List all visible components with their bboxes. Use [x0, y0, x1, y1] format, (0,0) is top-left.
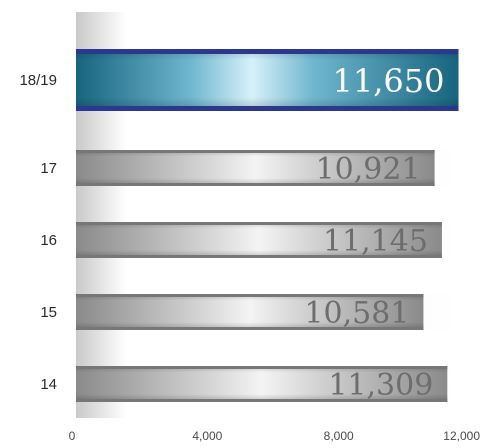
bar-bottom-edge	[76, 106, 459, 111]
bar-shade	[76, 366, 448, 402]
category-label: 15	[40, 304, 57, 321]
category-label: 18/19	[19, 72, 57, 89]
category-label: 14	[40, 376, 57, 393]
bar-shade	[76, 294, 424, 330]
value-labels: 11,650 10,921 11,145 10,581 11,309	[304, 62, 444, 403]
bar-backgrounds	[76, 150, 470, 402]
bar-top-edge	[76, 49, 459, 54]
bar-bottom-edge	[76, 255, 442, 258]
x-tick-label: 12,000	[443, 429, 480, 443]
x-tick-label: 0	[69, 429, 76, 443]
bar-bottom-edge	[76, 183, 435, 186]
bar-shade	[76, 222, 442, 258]
value-label: 11,650	[333, 62, 445, 100]
bar-top-edge	[76, 222, 442, 225]
x-tick-labels: 0 4,000 8,000 12,000	[69, 429, 481, 443]
bars	[76, 49, 459, 402]
value-label: 10,581	[304, 296, 409, 331]
value-label: 11,309	[328, 368, 433, 403]
category-labels: 18/19 17 16 15 14	[19, 72, 57, 393]
x-tick-label: 4,000	[192, 429, 222, 443]
value-label: 11,145	[323, 224, 428, 259]
value-label: 10,921	[316, 152, 421, 187]
category-label: 16	[40, 232, 57, 249]
bar-shade	[76, 150, 435, 186]
bar-top-edge	[76, 150, 435, 153]
x-tick-label: 8,000	[324, 429, 354, 443]
category-label: 17	[40, 160, 57, 177]
bar-top-edge	[76, 294, 424, 297]
bar-bottom-edge	[76, 399, 448, 402]
bar-top-edge	[76, 366, 448, 369]
bar-bottom-edge	[76, 327, 424, 330]
bar-shade	[76, 49, 459, 111]
